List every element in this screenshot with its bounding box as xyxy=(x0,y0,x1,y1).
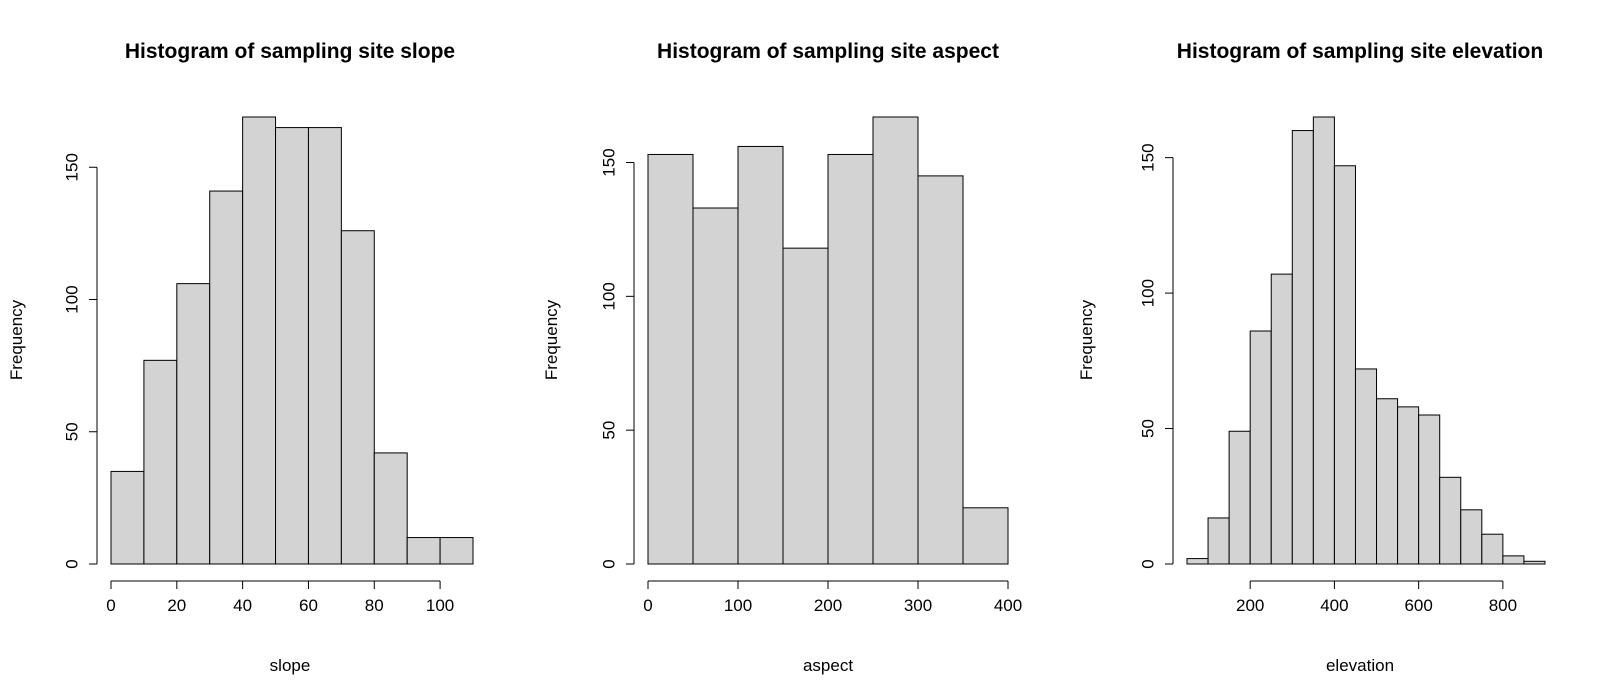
y-tick-label: 0 xyxy=(1138,559,1157,568)
y-axis-label: Frequency xyxy=(7,299,26,380)
y-tick-label: 0 xyxy=(62,559,81,568)
x-tick-label: 0 xyxy=(106,596,115,615)
x-tick-label: 200 xyxy=(814,596,842,615)
bar xyxy=(307,127,342,565)
x-tick-label: 400 xyxy=(994,596,1022,615)
bar xyxy=(1312,116,1335,565)
bar xyxy=(1502,555,1525,565)
bar xyxy=(962,507,1009,565)
x-tick-label: 80 xyxy=(365,596,384,615)
y-tick-label: 150 xyxy=(62,153,81,181)
bar xyxy=(242,116,277,565)
x-axis: 0 100 200 300 400 xyxy=(643,580,1022,615)
slope-histogram-panel: Histogram of sampling site slope slope F… xyxy=(7,40,474,675)
y-tick-label: 150 xyxy=(599,148,618,176)
bars xyxy=(110,116,474,565)
bar xyxy=(439,537,474,565)
x-tick-label: 20 xyxy=(167,596,186,615)
chart-title: Histogram of sampling site elevation xyxy=(1177,40,1543,63)
y-tick-label: 100 xyxy=(62,285,81,313)
y-tick-label: 100 xyxy=(599,282,618,310)
bar xyxy=(1186,558,1209,565)
y-tick-label: 150 xyxy=(1138,143,1157,171)
y-tick-label: 50 xyxy=(62,422,81,441)
x-tick-label: 0 xyxy=(643,596,652,615)
x-tick-label: 400 xyxy=(1320,596,1348,615)
y-tick-label: 100 xyxy=(1138,279,1157,307)
x-tick-label: 100 xyxy=(724,596,752,615)
x-tick-label: 100 xyxy=(426,596,454,615)
x-axis-label: aspect xyxy=(803,656,853,675)
bars xyxy=(647,116,1009,565)
x-tick-label: 200 xyxy=(1236,596,1264,615)
bar xyxy=(406,537,441,565)
bar xyxy=(827,153,874,565)
x-tick-label: 40 xyxy=(233,596,252,615)
x-tick-label: 60 xyxy=(299,596,318,615)
x-tick-label: 300 xyxy=(904,596,932,615)
bars xyxy=(1186,116,1546,565)
bar xyxy=(917,175,964,565)
bar xyxy=(1439,476,1462,565)
bar xyxy=(340,230,375,565)
chart-title: Histogram of sampling site slope xyxy=(125,40,455,63)
bar xyxy=(1354,368,1378,565)
bar xyxy=(1249,330,1272,565)
bar xyxy=(176,283,211,565)
bar xyxy=(647,153,694,565)
chart-title: Histogram of sampling site aspect xyxy=(657,40,999,63)
y-tick-label: 50 xyxy=(599,421,618,440)
bar xyxy=(143,359,178,565)
y-tick-label: 50 xyxy=(1138,419,1157,438)
x-axis-label: slope xyxy=(270,656,311,675)
bar xyxy=(1228,430,1251,565)
y-axis: 0 50 100 150 xyxy=(62,153,98,569)
bar xyxy=(1418,414,1441,565)
y-axis-label: Frequency xyxy=(542,299,561,380)
bar xyxy=(872,116,919,565)
bar xyxy=(1481,533,1504,565)
bar xyxy=(1523,560,1546,565)
bar xyxy=(692,207,739,565)
bar xyxy=(782,247,829,565)
y-axis-label: Frequency xyxy=(1077,299,1096,380)
bar xyxy=(1333,165,1356,565)
x-tick-label: 800 xyxy=(1489,596,1517,615)
bar xyxy=(1291,130,1314,565)
y-axis: 0 50 100 150 xyxy=(599,148,635,569)
bar xyxy=(737,145,784,565)
bar xyxy=(1207,517,1230,565)
x-axis: 0 20 40 60 80 100 xyxy=(106,580,454,615)
bar xyxy=(1376,398,1399,565)
x-axis-label: elevation xyxy=(1326,656,1394,675)
bar xyxy=(1270,273,1293,565)
y-tick-label: 0 xyxy=(599,559,618,568)
x-axis: 200 400 600 800 xyxy=(1236,580,1517,615)
x-tick-label: 600 xyxy=(1404,596,1432,615)
bar xyxy=(373,452,408,565)
y-axis: 0 50 100 150 xyxy=(1138,143,1174,569)
bar xyxy=(110,470,145,565)
elevation-histogram-panel: Histogram of sampling site elevation ele… xyxy=(1077,40,1546,675)
bar xyxy=(1460,509,1483,565)
aspect-histogram-panel: Histogram of sampling site aspect aspect… xyxy=(542,40,1022,675)
bar xyxy=(1397,406,1420,565)
bar xyxy=(275,127,309,565)
bar xyxy=(209,190,244,565)
